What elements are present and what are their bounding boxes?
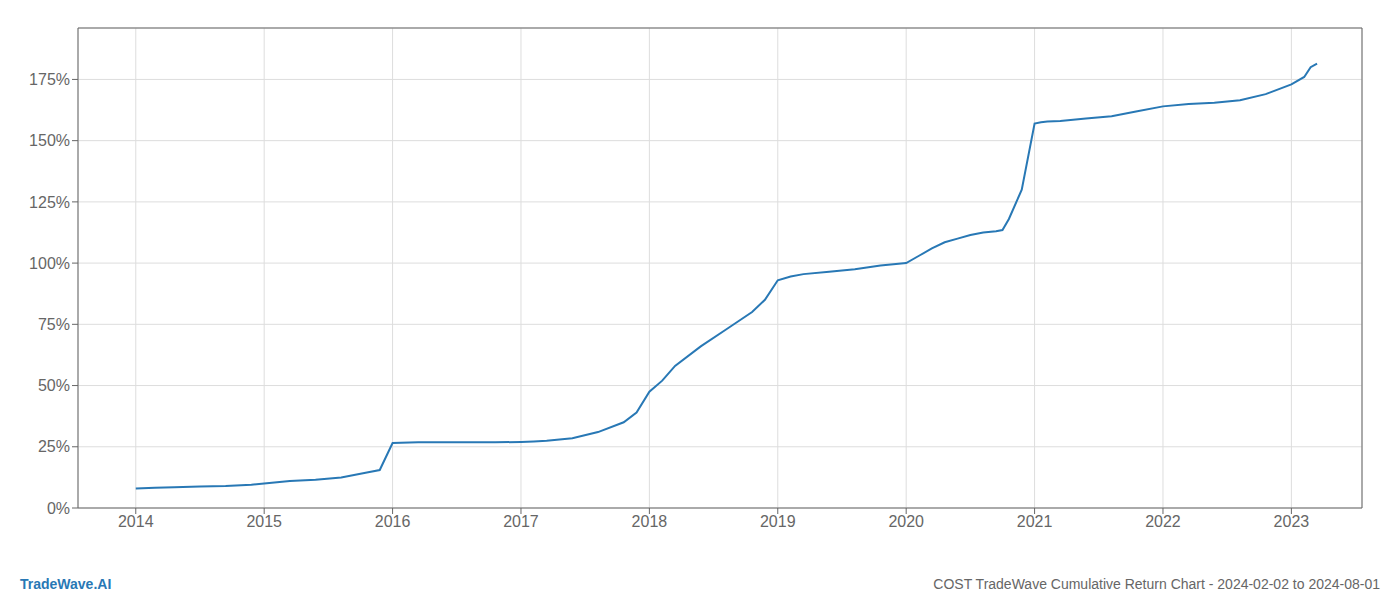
svg-text:2019: 2019: [760, 513, 796, 530]
svg-text:2020: 2020: [888, 513, 924, 530]
svg-text:2016: 2016: [375, 513, 411, 530]
svg-text:2018: 2018: [632, 513, 668, 530]
svg-text:25%: 25%: [38, 438, 70, 455]
svg-text:150%: 150%: [29, 132, 70, 149]
svg-text:75%: 75%: [38, 316, 70, 333]
svg-text:2017: 2017: [503, 513, 539, 530]
svg-text:50%: 50%: [38, 377, 70, 394]
svg-text:2014: 2014: [118, 513, 154, 530]
html-text:COST TradeWave Cumulative Retu: COST TradeWave Cumulative Return Chart -…: [933, 576, 1380, 592]
svg-text:0%: 0%: [47, 500, 70, 517]
svg-text:175%: 175%: [29, 71, 70, 88]
svg-text:125%: 125%: [29, 194, 70, 211]
svg-text:2015: 2015: [246, 513, 282, 530]
svg-text:2022: 2022: [1145, 513, 1181, 530]
svg-text:2021: 2021: [1017, 513, 1053, 530]
html-text:TradeWave.AI: TradeWave.AI: [20, 576, 112, 592]
svg-text:2023: 2023: [1274, 513, 1310, 530]
svg-text:100%: 100%: [29, 255, 70, 272]
